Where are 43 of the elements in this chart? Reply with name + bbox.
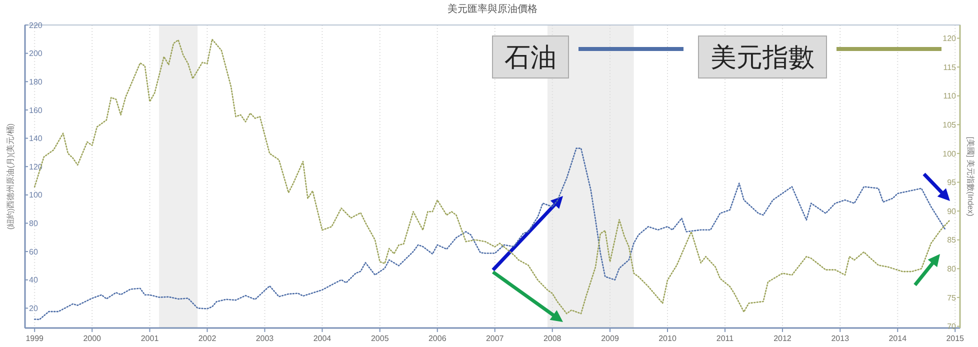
x-tick-label: 2012 [774, 334, 792, 343]
legend-label: 石油 [504, 43, 556, 73]
y-tick-label: 140 [29, 134, 43, 144]
y2-axis-title: [美國] 美元指數(Index) [966, 136, 975, 217]
x-tick-label: 2002 [198, 334, 217, 343]
y-tick-label: 20 [29, 304, 38, 313]
x-tick-label: 2011 [716, 334, 734, 343]
x-tick-label: 2014 [888, 334, 908, 343]
chart-title: 美元匯率與原油價格 [448, 3, 538, 15]
y2-tick-label: 120 [942, 34, 957, 44]
x-tick-label: 2015 [946, 334, 965, 343]
y-tick-label: 120 [29, 162, 43, 172]
y2-tick-label: 85 [947, 236, 957, 245]
y-tick-label: 100 [29, 190, 43, 200]
x-tick-label: 2001 [140, 334, 160, 343]
y-tick-label: 180 [29, 77, 43, 86]
x-tick-label: 2010 [658, 334, 677, 343]
y2-tick-label: 110 [943, 92, 957, 101]
y-tick-label: 80 [29, 219, 38, 228]
y-tick-label: 40 [29, 276, 38, 285]
y2-tick-label: 115 [943, 62, 957, 72]
y2-tick-label: 75 [947, 293, 957, 302]
y-tick-label: 60 [29, 247, 38, 256]
y2-tick-label: 95 [947, 178, 957, 188]
x-tick-label: 2013 [831, 334, 850, 343]
y2-tick-label: 100 [942, 149, 957, 158]
x-tick-label: 2007 [486, 334, 504, 343]
x-tick-label: 2004 [313, 334, 332, 343]
x-tick-label: 1999 [26, 334, 44, 343]
y2-tick-label: 90 [947, 206, 957, 216]
x-tick-label: 2003 [256, 334, 274, 343]
x-tick-label: 2000 [83, 334, 102, 343]
y2-tick-label: 80 [947, 264, 957, 274]
x-tick-label: 2008 [543, 334, 562, 343]
legend-label: 美元指數 [710, 43, 814, 73]
y2-tick-label: 105 [942, 120, 957, 130]
y-axis-title: (紐約)西德州原油(月)(美元/桶) [6, 123, 15, 230]
x-tick-label: 2006 [428, 334, 447, 343]
y-tick-label: 160 [29, 106, 43, 115]
x-tick-label: 2005 [370, 334, 390, 343]
x-tick-label: 2009 [601, 334, 620, 343]
y-tick-label: 220 [29, 20, 43, 30]
y-tick-label: 200 [29, 49, 43, 58]
